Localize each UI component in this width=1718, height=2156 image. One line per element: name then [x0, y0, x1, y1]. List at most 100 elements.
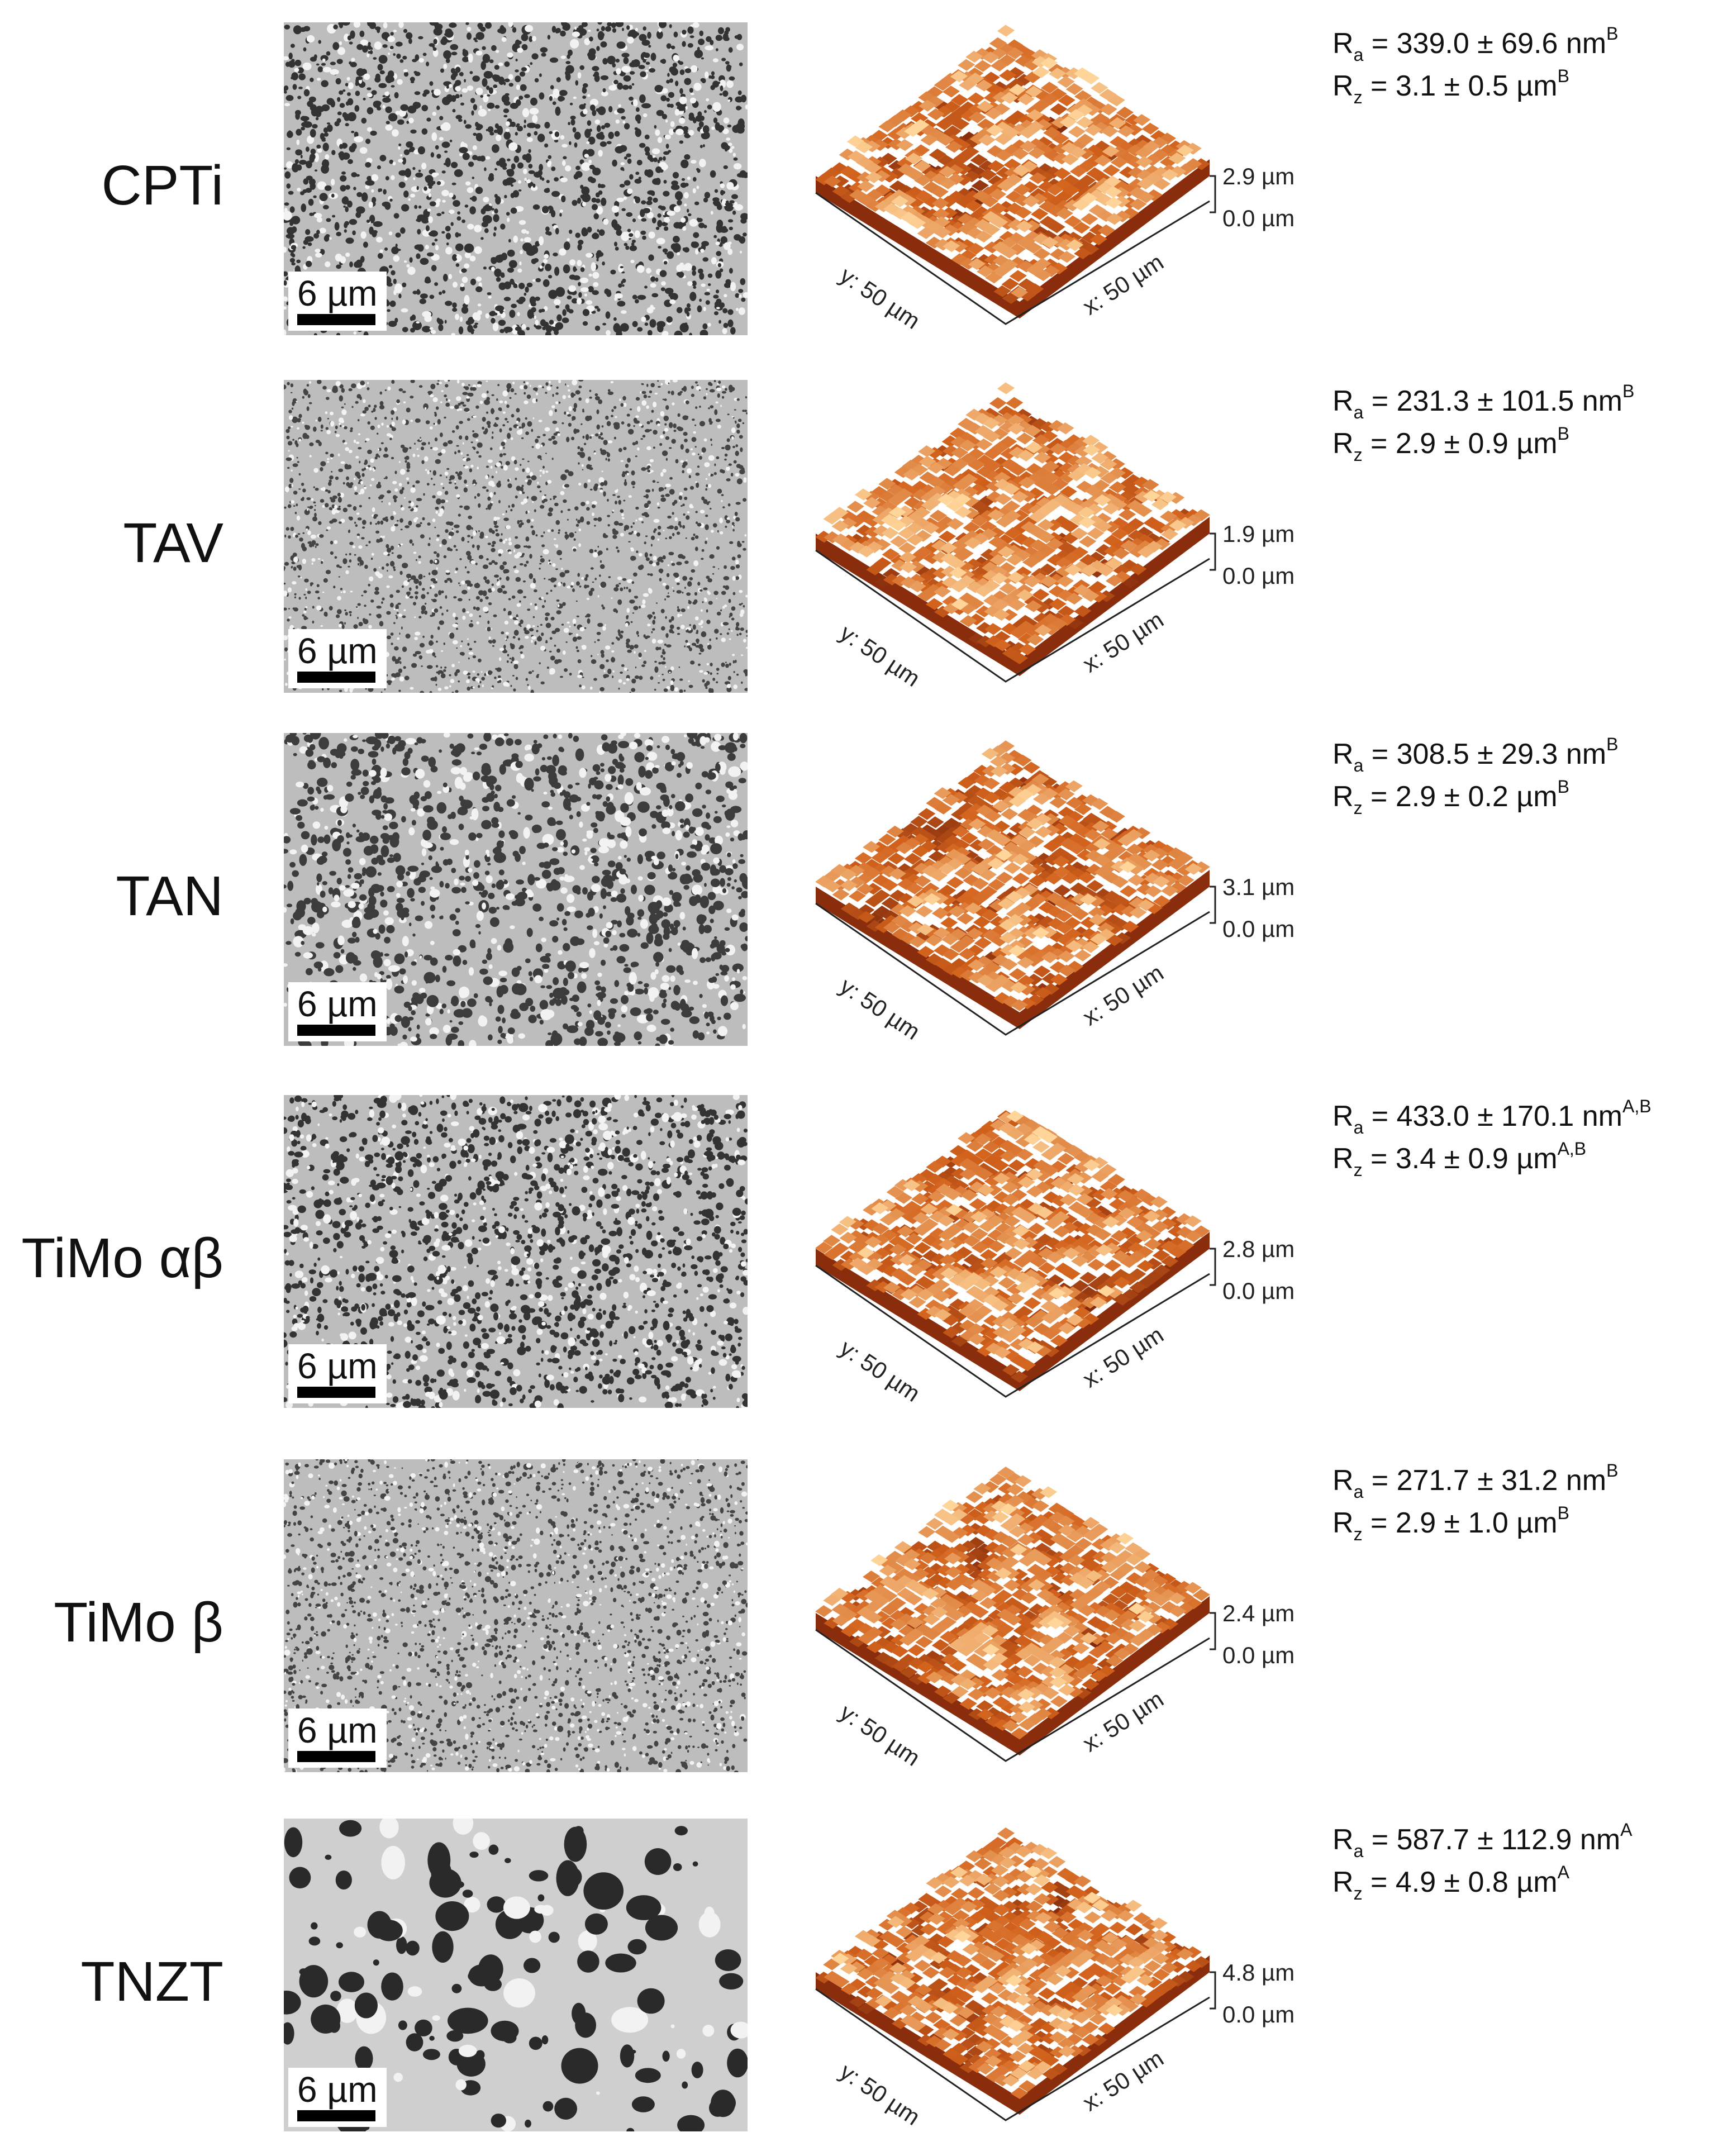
rz-line: Rz = 2.9 ± 0.2 µmB [1332, 775, 1618, 818]
ra-significance: B [1606, 23, 1619, 44]
afm-axis-frame [815, 1264, 1210, 1398]
z-max-label: 2.9 µm [1222, 163, 1295, 189]
z-min-label: 0.0 µm [1222, 1278, 1295, 1304]
ra-significance: A,B [1622, 1096, 1652, 1116]
rz-subscript: z [1353, 798, 1363, 818]
scale-bar-box: 6 µm [288, 1344, 387, 1403]
sem-texture [284, 1819, 748, 2131]
z-max-label: 2.8 µm [1222, 1236, 1295, 1262]
ra-line: Ra = 231.3 ± 101.5 nmB [1332, 380, 1634, 422]
ra-subscript: a [1353, 1117, 1364, 1138]
rz-subscript: z [1353, 1160, 1363, 1180]
afm-surface: 1.9 µm 0.0 µm y: 50 µm x: 50 µm [815, 382, 1295, 692]
afm-surface: 2.9 µm 0.0 µm y: 50 µm x: 50 µm [815, 25, 1295, 334]
ra-subscript: a [1353, 402, 1364, 422]
sample-row: TiMo αβ 6 µm 2.8 µm 0.0 µm y: 50 µm x: 5… [0, 1095, 1718, 1430]
z-min-label: 0.0 µm [1222, 205, 1295, 231]
afm-3d-plot: 3.1 µm 0.0 µm y: 50 µm x: 50 µm [805, 740, 1307, 1057]
z-max-label: 1.9 µm [1222, 521, 1295, 547]
ra-symbol: R [1332, 1464, 1354, 1497]
afm-surface: 3.1 µm 0.0 µm y: 50 µm x: 50 µm [815, 740, 1295, 1045]
rz-significance: B [1557, 423, 1569, 444]
afm-z-bar [1210, 1971, 1216, 2010]
z-max-label: 4.8 µm [1222, 1959, 1295, 1986]
afm-3d-plot: 2.9 µm 0.0 µm y: 50 µm x: 50 µm [805, 25, 1307, 346]
z-min-label: 0.0 µm [1222, 916, 1295, 942]
sample-row: TNZT 6 µm 4.8 µm 0.0 µm y: 50 µm x: 50 µ… [0, 1819, 1718, 2154]
afm-z-bar [1210, 1248, 1216, 1286]
sem-image: 6 µm [284, 1459, 748, 1772]
roughness-values: Ra = 339.0 ± 69.6 nmB Rz = 3.1 ± 0.5 µmB [1332, 22, 1618, 107]
ra-line: Ra = 433.0 ± 170.1 nmA,B [1332, 1095, 1652, 1138]
afm-axis-frame [815, 902, 1210, 1036]
scale-bar-label: 6 µm [297, 1710, 378, 1750]
roughness-values: Ra = 308.5 ± 29.3 nmB Rz = 2.9 ± 0.2 µmB [1332, 733, 1618, 818]
sem-image: 6 µm [284, 733, 748, 1046]
afm-z-bar [1210, 886, 1216, 924]
afm-3d-plot: 1.9 µm 0.0 µm y: 50 µm x: 50 µm [805, 382, 1307, 704]
afm-3d-plot: 2.8 µm 0.0 µm y: 50 µm x: 50 µm [805, 1106, 1307, 1419]
scale-bar [297, 1025, 375, 1036]
afm-surface: 2.4 µm 0.0 µm y: 50 µm x: 50 µm [815, 1467, 1295, 1771]
afm-axis-frame [815, 1629, 1210, 1762]
afm-axis-frame [815, 549, 1210, 683]
rz-significance: B [1557, 1503, 1569, 1523]
sample-row: TAV 6 µm 1.9 µm 0.0 µm y: 50 µm x: 50 µm [0, 380, 1718, 715]
scale-bar [297, 1387, 375, 1398]
ra-subscript: a [1353, 1841, 1364, 1861]
rz-line: Rz = 3.4 ± 0.9 µmA,B [1332, 1138, 1652, 1180]
roughness-values: Ra = 433.0 ± 170.1 nmA,B Rz = 3.4 ± 0.9 … [1332, 1095, 1652, 1180]
rz-significance: A,B [1557, 1139, 1587, 1159]
rz-value: = 4.9 ± 0.8 µm [1362, 1866, 1558, 1898]
rz-value: = 2.9 ± 0.9 µm [1362, 427, 1558, 460]
scale-bar-box: 6 µm [288, 1708, 387, 1768]
ra-line: Ra = 339.0 ± 69.6 nmB [1332, 22, 1618, 65]
afm-height-map [815, 1467, 1210, 1755]
scale-bar-label: 6 µm [297, 984, 378, 1024]
z-min-label: 0.0 µm [1222, 1642, 1295, 1668]
ra-value: = 231.3 ± 101.5 nm [1363, 385, 1622, 417]
sample-row: TAN 6 µm 3.1 µm 0.0 µm y: 50 µm x: 50 µm [0, 733, 1718, 1068]
ra-symbol: R [1332, 27, 1354, 60]
ra-value: = 339.0 ± 69.6 nm [1363, 27, 1607, 60]
rz-subscript: z [1353, 87, 1363, 107]
sample-row: CPTi 6 µm 2.9 µm 0.0 µm y: 50 µm x: 50 µ… [0, 22, 1718, 358]
scale-bar-label: 6 µm [297, 631, 378, 671]
ra-symbol: R [1332, 1100, 1354, 1132]
ra-value: = 308.5 ± 29.3 nm [1363, 738, 1607, 770]
afm-z-bar [1210, 532, 1216, 571]
rz-symbol: R [1332, 1143, 1354, 1175]
sem-image: 6 µm [284, 380, 748, 693]
ra-subscript: a [1353, 45, 1364, 65]
ra-symbol: R [1332, 1824, 1354, 1856]
scale-bar-label: 6 µm [297, 1346, 378, 1386]
ra-subscript: a [1353, 755, 1364, 775]
rz-line: Rz = 2.9 ± 1.0 µmB [1332, 1502, 1618, 1544]
sample-label: TAV [123, 512, 223, 574]
rz-symbol: R [1332, 780, 1354, 813]
rz-line: Rz = 2.9 ± 0.9 µmB [1332, 422, 1634, 465]
y-axis-label: y: 50 µm [835, 2058, 925, 2130]
afm-surface: 4.8 µm 0.0 µm y: 50 µm x: 50 µm [815, 1827, 1295, 2130]
sem-image: 6 µm [284, 1095, 748, 1408]
rz-subscript: z [1353, 1883, 1363, 1903]
rz-symbol: R [1332, 1507, 1354, 1539]
z-max-label: 3.1 µm [1222, 874, 1295, 900]
sample-row: TiMo β 6 µm 2.4 µm 0.0 µm y: 50 µm x: 50… [0, 1459, 1718, 1795]
ra-significance: B [1622, 381, 1635, 401]
scale-bar-box: 6 µm [288, 2068, 387, 2127]
z-max-label: 2.4 µm [1222, 1600, 1295, 1626]
afm-axis-frame [815, 192, 1210, 325]
afm-height-map [815, 25, 1210, 318]
ra-line: Ra = 271.7 ± 31.2 nmB [1332, 1459, 1618, 1502]
rz-value: = 3.4 ± 0.9 µm [1362, 1143, 1558, 1175]
afm-height-map [815, 740, 1210, 1029]
y-axis-label: y: 50 µm [835, 261, 925, 334]
y-axis-label: y: 50 µm [835, 1334, 925, 1407]
ra-symbol: R [1332, 738, 1354, 770]
scale-bar [297, 2110, 375, 2121]
sample-label: TAN [116, 865, 223, 927]
rz-symbol: R [1332, 70, 1354, 102]
ra-significance: B [1606, 734, 1619, 754]
rz-significance: B [1557, 66, 1569, 86]
